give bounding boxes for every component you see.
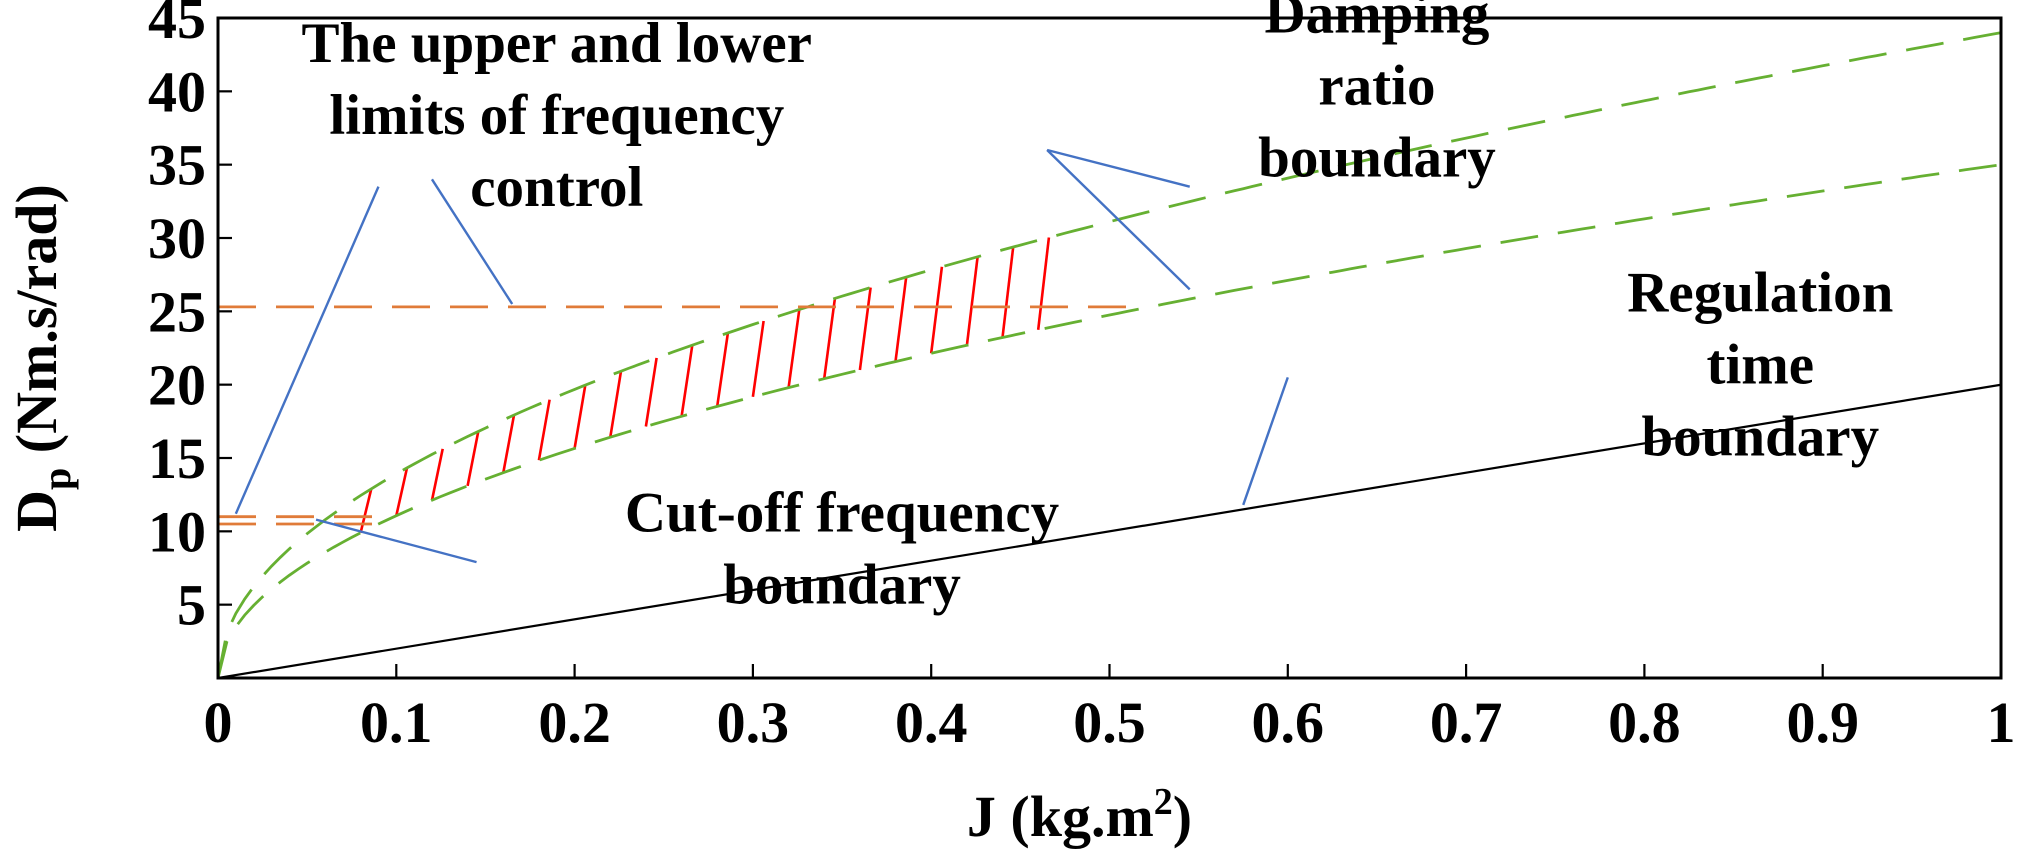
x-tick-label-0: 0 [204, 690, 233, 755]
y-axis-title-main: D [4, 490, 69, 532]
annotation-1-pointer-1 [1046, 149, 1191, 291]
y-tick-label-6: 35 [148, 133, 206, 198]
annotation-2-line-1: time [1706, 333, 1814, 396]
hatch-line-5 [537, 399, 551, 461]
hatch-line-8 [644, 357, 658, 427]
y-tick-label-4: 25 [148, 279, 206, 344]
series-line-1 [218, 31, 2001, 678]
hatch-line-3 [466, 431, 480, 487]
annotation-2-line-2: boundary [1641, 405, 1879, 468]
annotation-3: Cut-off frequency boundary [315, 481, 1059, 616]
y-tick-label-5: 30 [148, 206, 206, 271]
x-axis-title-superscript: 2 [1154, 781, 1173, 823]
annotation-1-line-0: Damping [1265, 0, 1490, 46]
series-line-2 [218, 163, 2001, 678]
annotation-0-line-1: limits of frequency [329, 84, 784, 147]
hatch-line-17 [965, 256, 979, 346]
x-tick-label-3: 0.3 [717, 690, 790, 755]
x-tick-label-6: 0.6 [1252, 690, 1325, 755]
annotations-layer: The upper and lower limits of frequency co… [234, 0, 1893, 616]
annotation-1-line-2: boundary [1258, 127, 1496, 190]
annotation-0-pointer-1 [430, 178, 514, 305]
x-tick-label-8: 0.8 [1608, 690, 1681, 755]
annotation-2-line-0: Regulation [1627, 261, 1893, 324]
series-line-0 [218, 383, 2001, 678]
tick-labels: 0 0.1 0.2 0.3 0.4 0.5 0.6 0.7 0.8 0.9 151015202530… [148, 0, 2016, 755]
y-axis-title-subscript: p [34, 468, 79, 490]
annotation-0: The upper and lower limits of frequency co… [234, 12, 812, 515]
y-tick-label-0: 5 [177, 573, 206, 638]
x-axis-title-main: J (kg.m [967, 784, 1154, 849]
series-layer [218, 31, 2001, 678]
hatch-line-18 [1001, 246, 1015, 338]
hatch-line-4 [502, 414, 516, 473]
hatch-line-0 [359, 488, 373, 534]
annotation-0-line-2: control [470, 156, 643, 219]
annotation-0-line-0: The upper and lower [302, 12, 812, 75]
x-tick-label-1: 0.1 [360, 690, 433, 755]
feasible-region-hatch [359, 237, 1051, 534]
y-tick-label-3: 20 [148, 353, 206, 418]
annotation-3-line-1: boundary [723, 553, 961, 616]
annotation-0-pointer-0 [234, 186, 380, 515]
x-tick-label-2: 0.2 [538, 690, 611, 755]
hatch-line-19 [1036, 237, 1051, 330]
y-axis-title: Dp (Nm.s/rad) [4, 184, 79, 532]
y-axis-title-rest: (Nm.s/rad) [4, 184, 69, 468]
y-tick-label-8: 45 [148, 0, 206, 51]
annotation-2-pointer-0 [1242, 376, 1289, 506]
y-tick-label-7: 40 [148, 59, 206, 124]
x-tick-label-10: 1 [1987, 690, 2016, 755]
hatch-line-9 [680, 345, 694, 417]
annotation-1: Damping ratio boundary [1046, 0, 1496, 291]
annotation-3-pointer-0 [315, 518, 477, 564]
hatch-line-13 [822, 298, 837, 379]
x-tick-label-9: 0.9 [1786, 690, 1859, 755]
annotation-3-line-0: Cut-off frequency [625, 481, 1059, 544]
hatch-line-1 [395, 467, 409, 516]
hatch-line-11 [751, 320, 765, 397]
x-tick-label-5: 0.5 [1073, 690, 1146, 755]
x-tick-label-7: 0.7 [1430, 690, 1503, 755]
hatch-line-2 [430, 448, 444, 501]
annotation-1-line-1: ratio [1318, 55, 1435, 118]
hatch-line-6 [573, 384, 587, 449]
hatch-line-7 [609, 370, 623, 438]
hatch-line-14 [858, 287, 872, 371]
hatch-line-12 [787, 309, 801, 388]
annotation-1-pointer-0 [1046, 148, 1191, 188]
hatch-line-16 [929, 266, 944, 354]
annotation-2: Regulation time boundary [1242, 261, 1893, 506]
tick-marks [216, 16, 2003, 678]
y-tick-label-2: 15 [148, 426, 206, 491]
hatch-line-10 [715, 332, 730, 407]
x-axis-title: J (kg.m2) [967, 781, 1192, 849]
x-axis-title-end: ) [1173, 784, 1192, 849]
y-tick-label-1: 10 [148, 499, 206, 564]
hatch-line-15 [894, 276, 908, 362]
x-tick-label-4: 0.4 [895, 690, 968, 755]
